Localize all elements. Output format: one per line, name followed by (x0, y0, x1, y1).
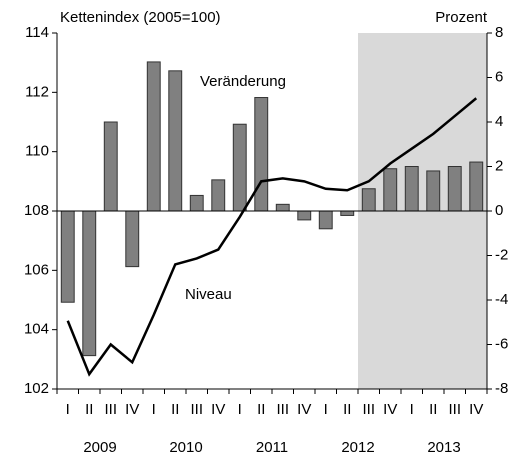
y-tick-label: 112 (25, 83, 49, 100)
y-tick-label: 104 (24, 321, 49, 338)
line (66, 97, 478, 377)
x-tick-label: IV (383, 401, 397, 418)
x-group-label: 2012 (341, 439, 374, 456)
x-group-label: 2010 (169, 439, 202, 456)
bar (426, 170, 441, 212)
bar (318, 210, 333, 230)
series-label: Niveau (185, 286, 232, 303)
y2-tick-label: 0 (495, 202, 503, 219)
bar (340, 210, 355, 216)
y-tick-label: 106 (24, 261, 49, 278)
bar (297, 210, 312, 221)
y-tick-label: 108 (24, 202, 49, 219)
x-tick-label: I (152, 401, 156, 418)
x-tick-label: III (104, 401, 117, 418)
x-group-label: 2011 (256, 439, 288, 456)
y2-tick-label: -4 (495, 291, 508, 308)
x-tick-label: II (171, 401, 179, 418)
bar (125, 210, 140, 268)
x-tick-label: IV (297, 401, 311, 418)
x-tick-label: IV (469, 401, 483, 418)
x-tick-label: IV (211, 401, 225, 418)
bar (469, 161, 484, 212)
y-axis-title: Kettenindex (2005=100) (60, 9, 221, 26)
y2-tick-label: -2 (495, 246, 508, 263)
bar (383, 168, 398, 212)
bar (447, 166, 462, 212)
bar (404, 166, 419, 212)
bar (211, 179, 226, 212)
bar (168, 70, 183, 212)
x-tick-label: IV (125, 401, 139, 418)
x-tick-label: II (343, 401, 351, 418)
bar (82, 210, 97, 357)
x-tick-label: III (362, 401, 375, 418)
y2-tick-label: 2 (495, 157, 503, 174)
y2-tick-label: -6 (495, 335, 508, 352)
bar (103, 121, 118, 212)
x-tick-label: III (190, 401, 203, 418)
x-group-label: 2009 (83, 439, 116, 456)
bar (361, 188, 376, 212)
y2-tick-label: 6 (495, 68, 503, 85)
series-label: Veränderung (200, 73, 286, 90)
bar (146, 61, 161, 212)
x-tick-label: I (410, 401, 414, 418)
y2-tick-label: 8 (495, 24, 503, 41)
x-tick-label: I (66, 401, 70, 418)
y-tick-label: 110 (25, 143, 49, 160)
x-tick-label: I (324, 401, 328, 418)
x-tick-label: I (238, 401, 242, 418)
y-tick-label: 114 (25, 24, 49, 41)
x-tick-label: III (276, 401, 289, 418)
x-tick-label: II (429, 401, 437, 418)
bar (60, 210, 75, 303)
x-tick-label: III (448, 401, 461, 418)
y2-tick-label: 4 (495, 113, 503, 130)
bar (275, 203, 290, 212)
bar (189, 194, 204, 212)
bar (254, 97, 269, 212)
y2-axis-title: Prozent (435, 9, 488, 26)
bar (232, 123, 247, 212)
y-tick-label: 102 (24, 380, 49, 397)
y2-tick-label: -8 (495, 380, 508, 397)
x-tick-label: II (257, 401, 265, 418)
x-group-label: 2013 (427, 439, 460, 456)
x-tick-label: II (85, 401, 93, 418)
